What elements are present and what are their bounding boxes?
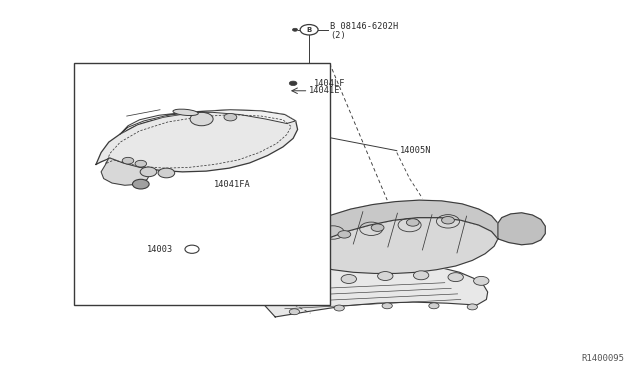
Text: R1400095: R1400095 [581,354,624,363]
Polygon shape [280,218,498,273]
Circle shape [289,81,297,86]
Circle shape [306,279,321,288]
Circle shape [224,113,237,121]
Circle shape [338,231,351,238]
Text: 14005N: 14005N [400,146,431,155]
Polygon shape [120,110,296,134]
Bar [74,63,330,305]
Text: 14041FA: 14041FA [214,180,250,189]
Text: B: B [307,27,312,33]
Text: (2): (2) [330,31,346,40]
Circle shape [132,179,149,189]
Text: 1404LF: 1404LF [314,79,346,88]
Circle shape [448,273,463,282]
Text: B 08146-6202H: B 08146-6202H [330,22,399,31]
Circle shape [289,309,300,315]
Circle shape [190,112,213,126]
Ellipse shape [173,109,198,116]
Circle shape [122,157,134,164]
Circle shape [334,305,344,311]
Circle shape [382,303,392,309]
Circle shape [429,303,439,309]
Circle shape [292,28,298,31]
Text: 14041E: 14041E [309,86,340,95]
Circle shape [135,160,147,167]
Circle shape [300,25,318,35]
Circle shape [371,224,384,231]
Circle shape [140,167,157,177]
Text: 14003: 14003 [147,245,173,254]
Polygon shape [96,110,298,172]
Polygon shape [264,262,488,317]
Circle shape [442,217,454,224]
Circle shape [158,168,175,178]
Circle shape [413,271,429,280]
Polygon shape [498,213,545,245]
Circle shape [406,219,419,226]
Circle shape [341,275,356,283]
Circle shape [378,272,393,280]
Circle shape [467,304,477,310]
Circle shape [185,245,199,253]
Polygon shape [280,200,500,264]
Circle shape [474,276,489,285]
Polygon shape [101,158,150,185]
